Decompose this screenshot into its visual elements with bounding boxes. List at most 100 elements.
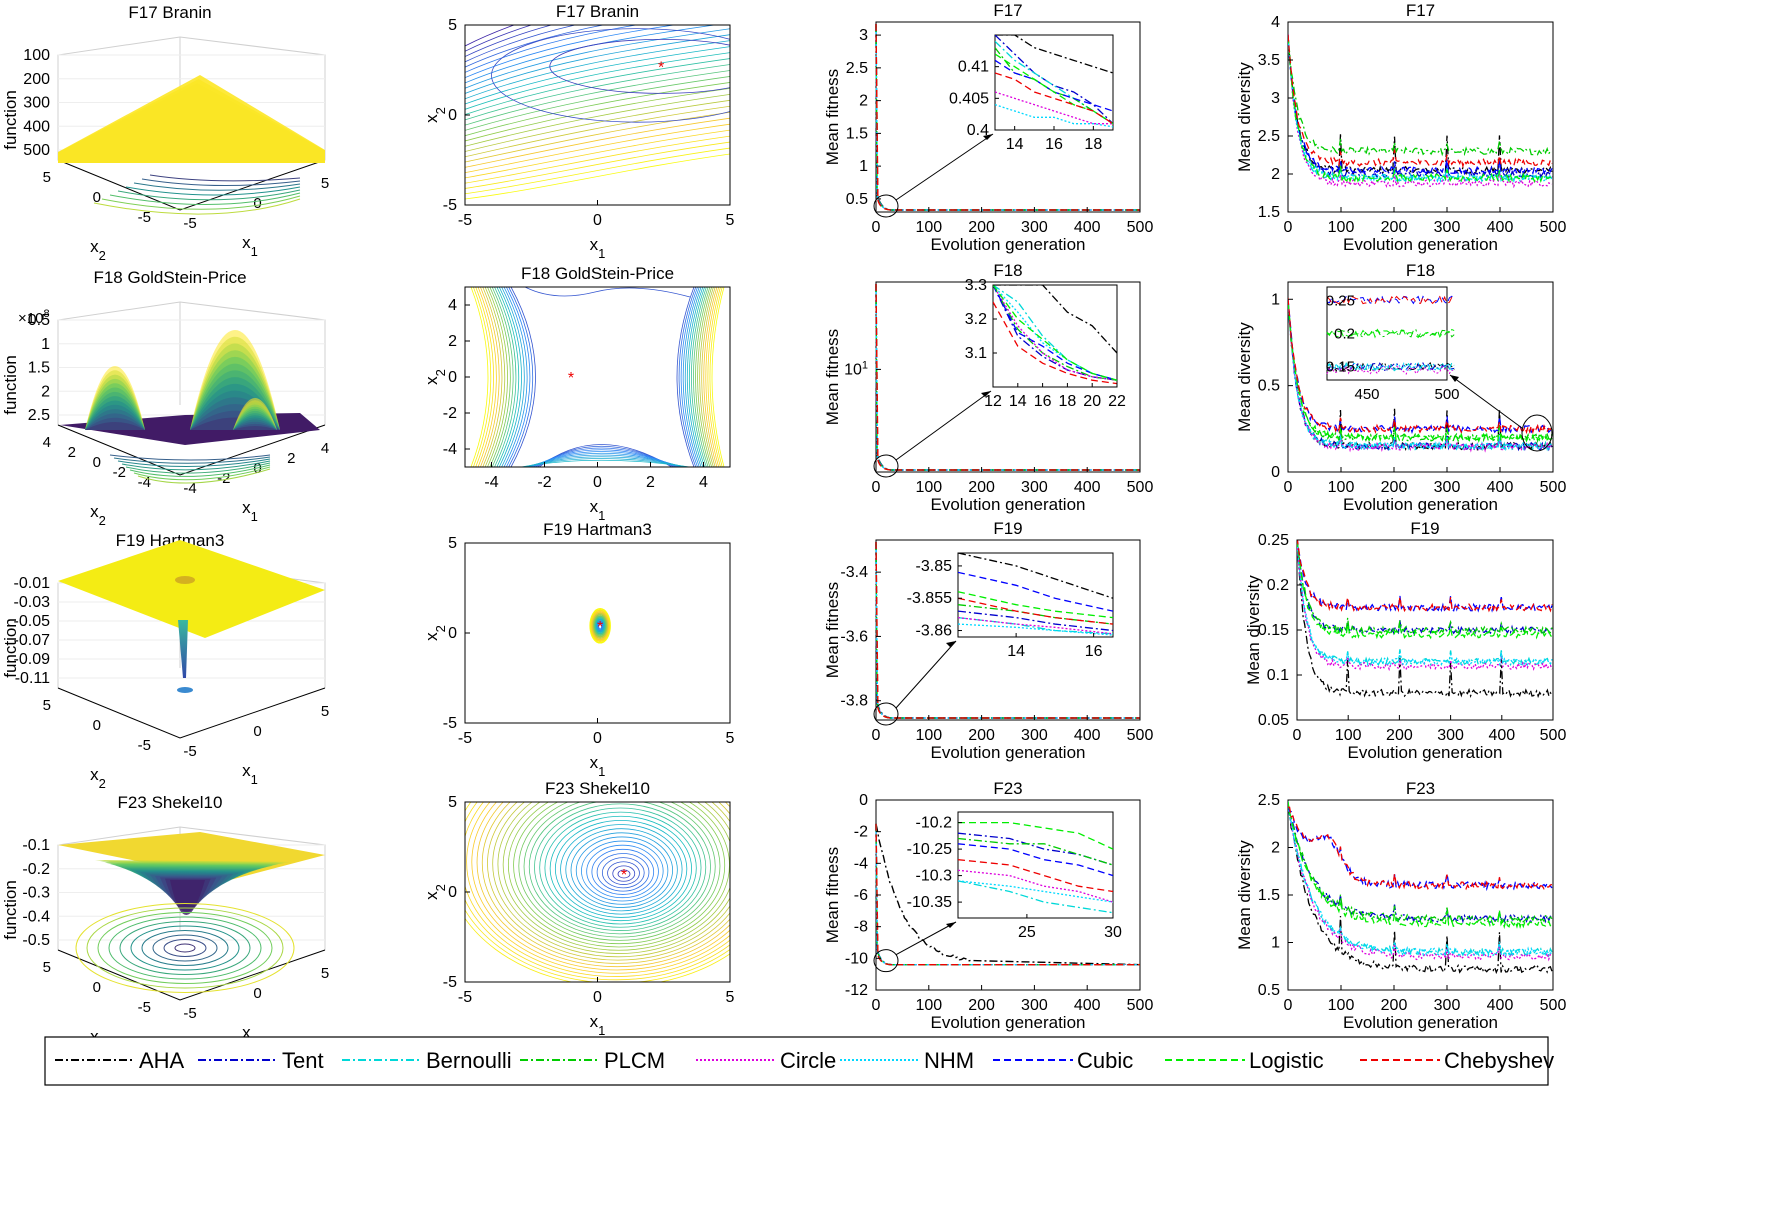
contour-line	[471, 802, 730, 971]
contour-line	[465, 141, 730, 189]
inset-curve-aha	[993, 285, 1117, 354]
axis-label-base: x	[242, 761, 251, 780]
y-tick-label: 2	[448, 333, 457, 350]
inset-curve-chebyshev	[958, 597, 1113, 625]
zoom-arrowhead	[946, 922, 956, 928]
x-tick-label: 500	[1540, 727, 1567, 744]
legend-box	[44, 1036, 1549, 1086]
floor-contour	[174, 943, 196, 953]
zoom-circle	[873, 194, 899, 218]
surface-title: F19 Hartman3	[116, 531, 225, 550]
diversity-curve-aha	[1288, 807, 1553, 975]
contour-line	[686, 287, 704, 467]
x-tick-label: 200	[1381, 997, 1408, 1014]
optimum-marker: *	[658, 59, 664, 76]
contour-line	[465, 40, 730, 100]
y-tick-label: 0	[448, 884, 457, 901]
diversity-curve-logistic	[1288, 801, 1553, 930]
y-tick-label: 0	[93, 454, 101, 471]
legend-label: Bernoulli	[426, 1048, 512, 1073]
contour-line	[491, 287, 514, 467]
x-tick-label: 400	[1488, 727, 1515, 744]
x-tick-label: 4	[321, 440, 329, 457]
x-tick-label: 200	[968, 727, 995, 744]
x-axis-label: x1	[242, 233, 258, 259]
contour-line	[465, 76, 730, 131]
contour-line	[593, 615, 607, 637]
y-axis-label: x2	[422, 107, 448, 123]
z-axis-label: function	[1, 90, 20, 150]
contour-line	[465, 25, 577, 63]
y-tick-label: 3	[859, 27, 868, 44]
axis-label-base: x	[90, 765, 99, 784]
y-tick-label: 4	[43, 434, 51, 451]
x-tick-label: 200	[1381, 219, 1408, 236]
axis-label-subscript: 1	[251, 244, 258, 259]
x-tick-label: 200	[1381, 479, 1408, 496]
z-tick-label: -0.03	[14, 594, 51, 611]
x-tick-label: 500	[1127, 997, 1154, 1014]
x-tick-label: 500	[1540, 997, 1567, 1014]
y-tick-label: 0.5	[1258, 982, 1280, 999]
diversity-curve-bernoulli	[1288, 39, 1553, 184]
y-tick-label: -3.8	[840, 693, 868, 710]
x-tick-label: 400	[1487, 997, 1514, 1014]
contour-line	[480, 287, 500, 467]
axis-label-base: x	[590, 235, 599, 254]
x-tick-label: 0	[593, 989, 602, 1006]
contour-line	[481, 802, 730, 964]
legend-label: Logistic	[1249, 1048, 1324, 1073]
x-tick-label: 100	[1328, 479, 1355, 496]
y-tick-label: -5	[443, 197, 457, 214]
x-tick-label: 300	[1434, 479, 1461, 496]
y-tick-label: 2	[1271, 166, 1280, 183]
zoom-arrow	[895, 921, 957, 956]
fitness-curve-nhm	[875, 23, 1140, 211]
x-axis-label: Evolution generation	[1343, 235, 1498, 254]
diversity-curve-logistic	[1288, 301, 1553, 443]
floor-contour	[113, 456, 271, 464]
diversity-plot-1: F17 0 100 200 300 400 500 4 3.5 3 2.5 2 1.5 Evolution…	[1235, 1, 1566, 254]
surface-peak-band	[233, 426, 277, 430]
axes-box	[1287, 799, 1554, 991]
x-axis-label: Evolution generation	[1347, 743, 1502, 762]
x-axis-label: x1	[590, 235, 606, 261]
x-tick-label: 0	[253, 723, 261, 740]
contour-line	[465, 28, 730, 89]
tick-exponent: 1	[862, 359, 868, 371]
surface-spike	[178, 620, 188, 678]
y-tick-label: 1.5	[1258, 204, 1280, 221]
x-tick-label: 0	[1284, 479, 1293, 496]
x-axis-label: Evolution generation	[1343, 1013, 1498, 1032]
y-axis-label: x2	[90, 502, 106, 528]
z-tick-label: 0.5	[28, 312, 50, 329]
contour-line	[510, 287, 536, 467]
y-tick-label: 0	[448, 625, 457, 642]
x-tick-label: 0	[593, 730, 602, 747]
contour-line	[594, 617, 606, 635]
axis-label-subscript: 2	[433, 625, 448, 632]
inset-curve-logistic	[1326, 328, 1455, 339]
x-tick-label: 500	[1540, 219, 1567, 236]
contour-line	[586, 844, 659, 899]
fitness-title: F17	[993, 1, 1022, 20]
x-tick-label: 300	[1021, 219, 1048, 236]
y-axis-label: Mean fitness	[823, 847, 842, 943]
y-tick-label: 0.1	[1267, 667, 1289, 684]
inset-x-tick-label: 500	[1434, 386, 1459, 403]
y-tick-label: 1	[859, 158, 868, 175]
contour-line	[560, 824, 683, 915]
y-tick-label: 3	[1271, 90, 1280, 107]
y-tick-label: -6	[854, 887, 868, 904]
contour-line	[581, 840, 664, 902]
y-tick-label: -5	[138, 209, 151, 226]
floor-contour	[121, 460, 271, 471]
contour-line	[465, 25, 533, 52]
inset-curve-plcm	[958, 837, 1113, 866]
inset-curve-logistic	[958, 821, 1113, 850]
inset-y-tick-label: 3.1	[965, 345, 987, 362]
optimum-marker: *	[597, 619, 603, 636]
y-tick-label: 2.5	[1258, 128, 1280, 145]
axis-label-base: x	[90, 237, 99, 256]
